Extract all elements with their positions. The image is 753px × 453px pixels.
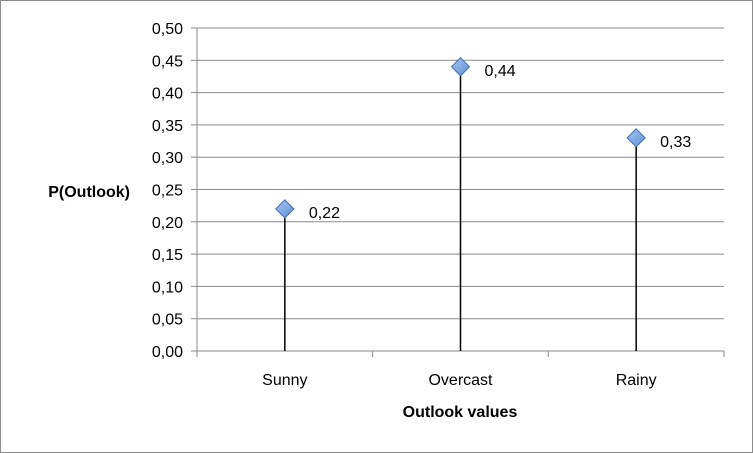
data-label: 0,44 xyxy=(485,63,516,80)
y-tick-label: 0,10 xyxy=(152,279,183,296)
x-tick-label: Overcast xyxy=(428,372,493,389)
x-tick-labels: Sunny Overcast Rainy xyxy=(262,372,656,389)
axes xyxy=(191,27,725,357)
data-label: 0,33 xyxy=(660,134,691,151)
y-tick-label: 0,40 xyxy=(152,86,183,103)
y-tick-label: 0,15 xyxy=(152,247,183,264)
series-outlook xyxy=(275,57,646,351)
y-tick-label: 0,00 xyxy=(152,344,183,361)
y-tick-label: 0,45 xyxy=(152,53,183,70)
y-tick-label: 0,20 xyxy=(152,215,183,232)
data-labels: 0,22 0,44 0,33 xyxy=(309,63,692,222)
x-tick-label: Rainy xyxy=(616,372,657,389)
y-tick-label: 0,30 xyxy=(152,150,183,167)
data-point-marker xyxy=(450,57,471,77)
y-axis-title: P(Outlook) xyxy=(48,184,130,201)
data-point-marker xyxy=(275,199,295,219)
y-tick-labels: 0,00 0,05 0,10 0,15 0,20 0,25 0,30 0,35 0,40 0,45… xyxy=(152,21,183,361)
x-tick-label: Sunny xyxy=(262,372,307,389)
y-tick-label: 0,25 xyxy=(152,183,183,200)
y-tick-label: 0,05 xyxy=(152,312,183,329)
data-point-marker xyxy=(626,128,646,148)
data-label: 0,22 xyxy=(309,205,340,222)
y-tick-label: 0,50 xyxy=(152,21,183,38)
x-axis-title: Outlook values xyxy=(403,404,518,421)
y-tick-label: 0,35 xyxy=(152,118,183,135)
